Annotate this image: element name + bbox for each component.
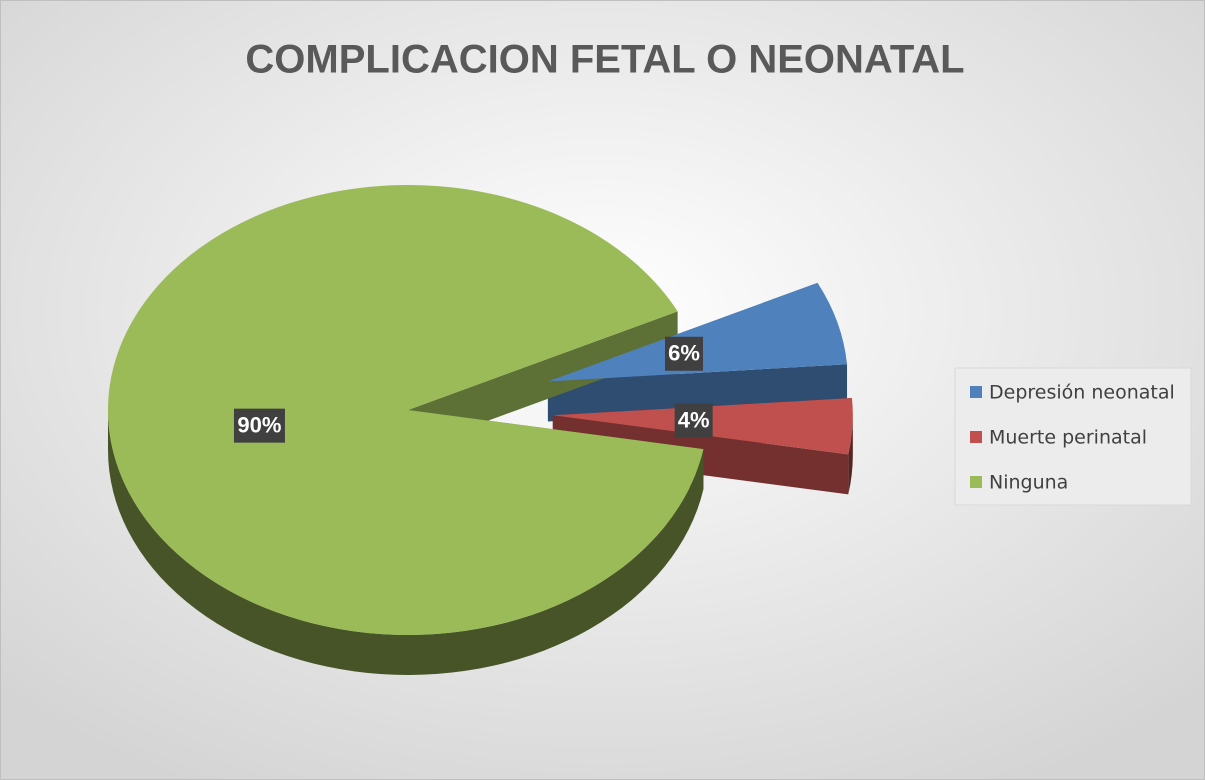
slice — [108, 185, 704, 636]
legend-swatch — [970, 431, 982, 443]
slice-side — [108, 410, 704, 676]
data-label-box — [674, 403, 713, 438]
data-label: 90% — [237, 412, 281, 437]
legend-swatch — [970, 386, 982, 398]
data-label: 6% — [668, 341, 700, 366]
legend-swatch — [970, 476, 982, 488]
legend-label: Ninguna — [989, 472, 1068, 494]
slice-side — [848, 415, 853, 495]
legend-label: Muerte perinatal — [989, 427, 1147, 449]
slice-wall — [408, 311, 678, 450]
legend-box — [954, 367, 1192, 506]
data-label: 4% — [678, 407, 710, 432]
legend-label: Depresión neonatal — [989, 382, 1175, 404]
slice — [547, 282, 848, 382]
data-label-box — [664, 336, 703, 371]
data-label-box — [233, 408, 285, 443]
chart-title: COMPLICACION FETAL O NEONATAL — [245, 38, 964, 82]
